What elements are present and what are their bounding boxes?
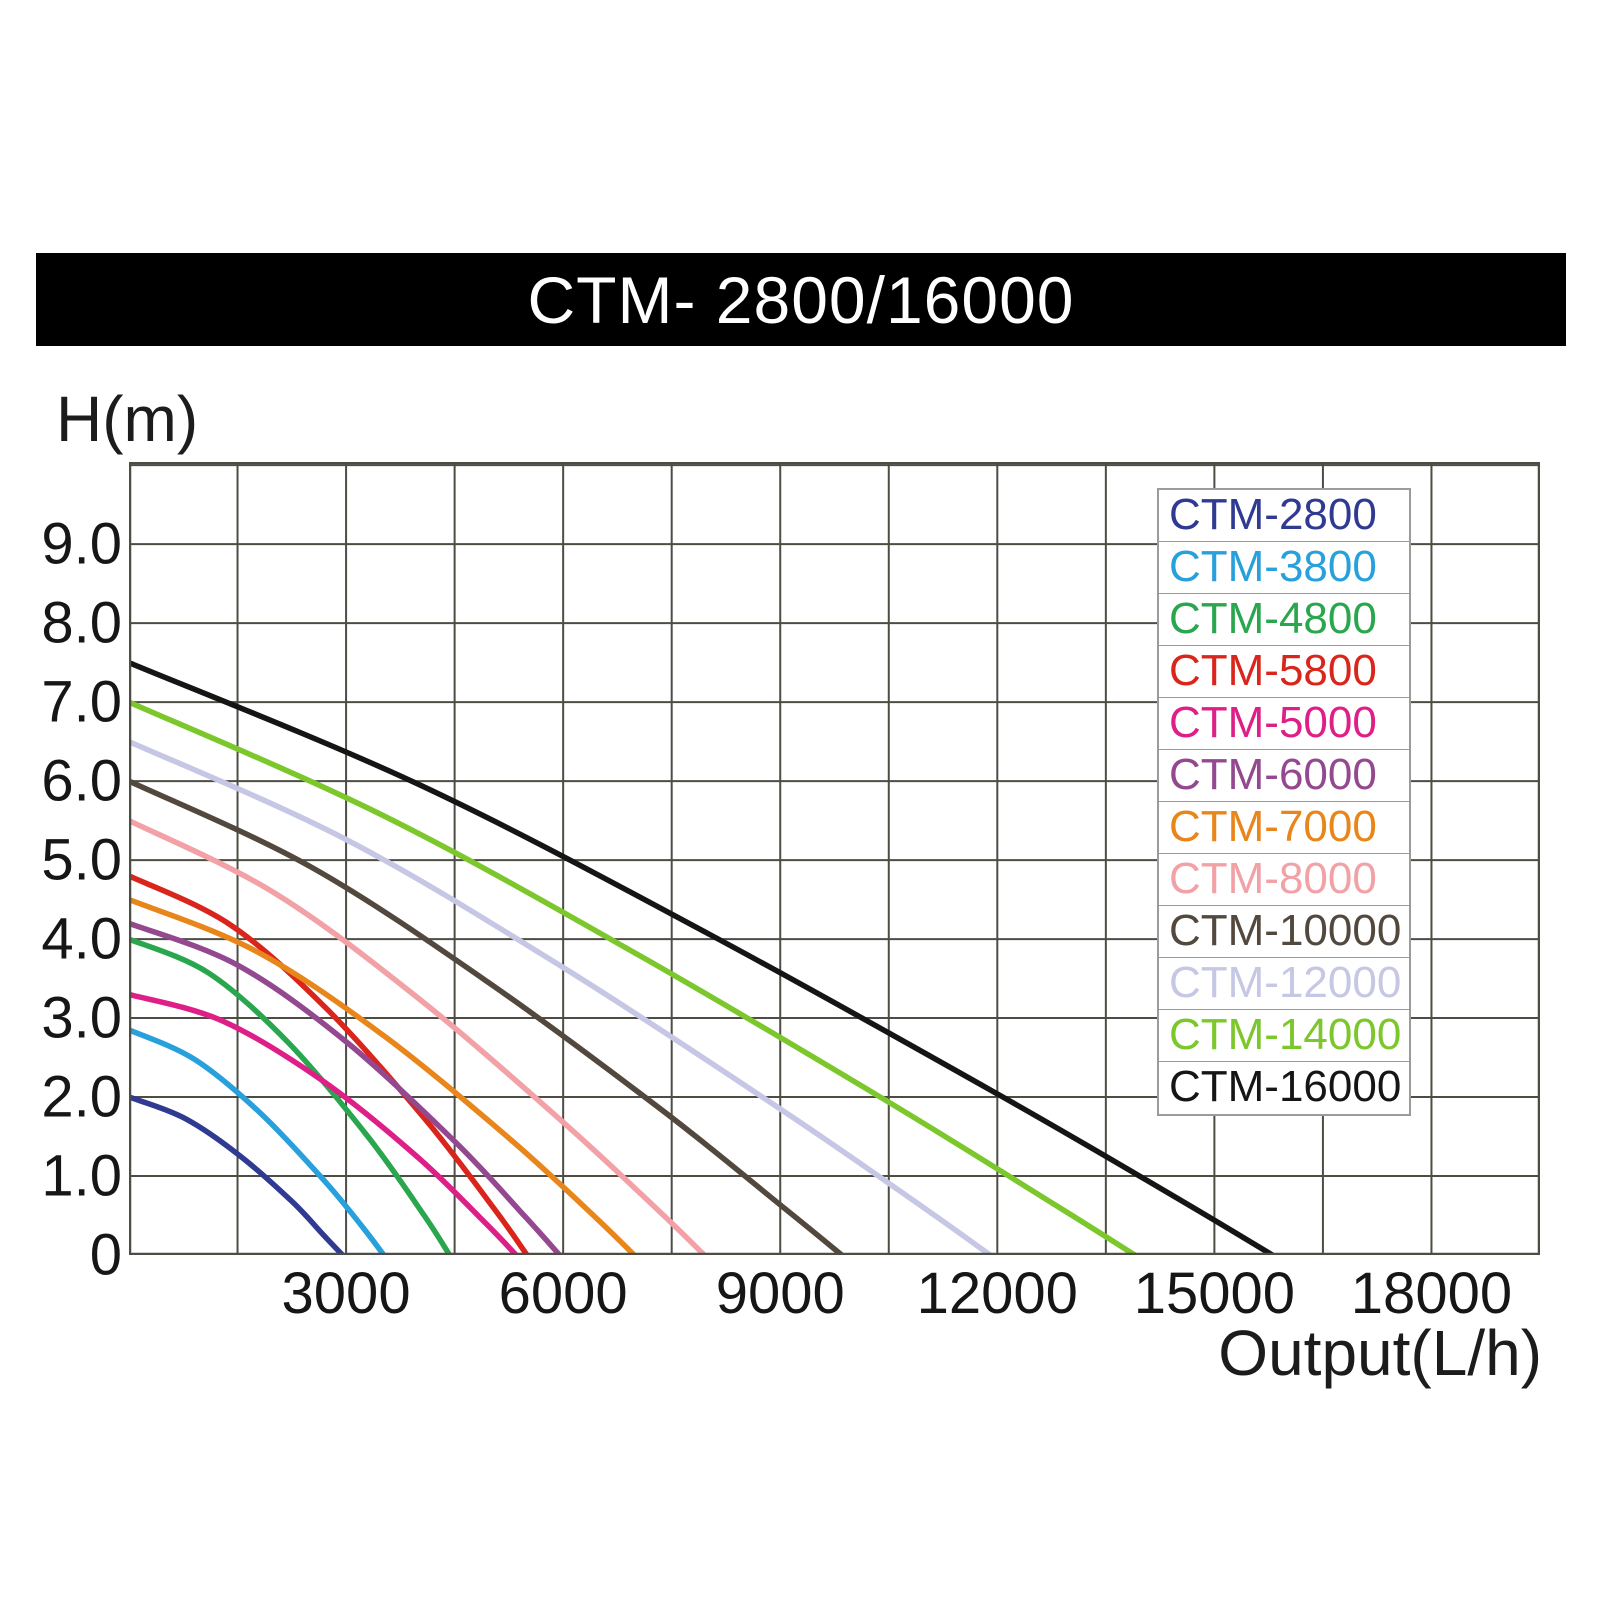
y-tick-label: 4.0 [41, 906, 122, 972]
curve-ctm-8000 [129, 817, 708, 1255]
x-axis-label: Output(L/h) [1218, 1317, 1542, 1389]
legend-item-ctm-10000: CTM-10000 [1159, 906, 1409, 958]
legend-item-ctm-4800: CTM-4800 [1159, 594, 1409, 646]
y-tick-label: 1.0 [41, 1143, 122, 1209]
legend-item-ctm-3800: CTM-3800 [1159, 542, 1409, 594]
legend-item-ctm-14000: CTM-14000 [1159, 1010, 1409, 1062]
x-tick-label: 6000 [498, 1261, 628, 1326]
curve-ctm-5000 [129, 991, 519, 1255]
plot-border [129, 462, 1540, 1255]
curve-ctm-6000 [129, 920, 563, 1255]
curve-ctm-14000 [129, 699, 1138, 1255]
curve-ctm-3800 [129, 1027, 387, 1255]
y-axis-label: H(m) [56, 383, 199, 455]
y-tick-label: 6.0 [41, 748, 122, 814]
legend: CTM-2800 CTM-3800 CTM-4800 CTM-5800 CTM-5000… [1157, 488, 1411, 1116]
x-tick-label: 15000 [1133, 1261, 1296, 1326]
x-tick-label: 3000 [281, 1261, 411, 1326]
curve-ctm-12000 [129, 738, 993, 1255]
y-tick-label: 7.0 [41, 669, 122, 735]
legend-item-ctm-5800: CTM-5800 [1159, 646, 1409, 698]
x-tick-label: 18000 [1350, 1261, 1513, 1326]
y-tick-label: 9.0 [41, 511, 122, 577]
legend-item-ctm-5000: CTM-5000 [1159, 698, 1409, 750]
x-tick-label: 9000 [715, 1261, 845, 1326]
chart-title: CTM- 2800/16000 [527, 262, 1075, 337]
legend-item-ctm-6000: CTM-6000 [1159, 750, 1409, 802]
legend-item-ctm-8000: CTM-8000 [1159, 854, 1409, 906]
y-tick-label: 5.0 [41, 827, 122, 893]
curve-ctm-5800 [129, 873, 530, 1255]
legend-item-ctm-16000: CTM-16000 [1159, 1062, 1409, 1114]
y-tick-label: 2.0 [41, 1064, 122, 1130]
curve-ctm-7000 [129, 896, 637, 1255]
legend-item-ctm-12000: CTM-12000 [1159, 958, 1409, 1010]
legend-item-ctm-7000: CTM-7000 [1159, 802, 1409, 854]
y-tick-label: 3.0 [41, 985, 122, 1051]
legend-item-ctm-2800: CTM-2800 [1159, 490, 1409, 542]
title-bar: CTM- 2800/16000 [36, 253, 1566, 346]
y-tick-label: 0 [89, 1222, 122, 1288]
curve-ctm-10000 [129, 778, 845, 1255]
curve-ctm-2800 [129, 1094, 346, 1255]
curve-ctm-16000 [129, 659, 1276, 1255]
y-tick-label: 8.0 [41, 590, 122, 656]
x-tick-label: 12000 [916, 1261, 1078, 1326]
